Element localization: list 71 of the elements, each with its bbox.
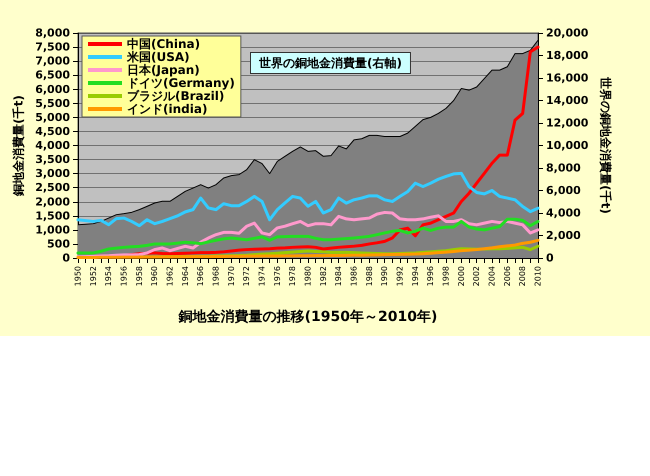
- x-tick-label: 1964: [180, 266, 190, 286]
- x-tick-label: 1998: [442, 266, 450, 286]
- x-axis-title: 銅地金消費量の推移(1950年～2010年): [178, 309, 438, 325]
- y-tick-label: 0: [62, 252, 70, 264]
- x-tick-label: 1960: [150, 266, 160, 286]
- x-tick-label: 2010: [534, 266, 542, 286]
- x-tick-label: 1958: [134, 266, 144, 286]
- y-tick-label: 6,500: [35, 68, 70, 82]
- y-tick-label: 4,500: [35, 124, 70, 138]
- y-axis-title: 銅地金消費量(千t): [11, 95, 26, 197]
- x-tick-label: 2002: [472, 266, 482, 286]
- y-tick-label: 6,000: [35, 82, 70, 96]
- y2-tick-label: 18,000: [546, 49, 589, 62]
- y2-tick-label: 12,000: [546, 116, 589, 130]
- x-tick-label: 1966: [196, 266, 206, 286]
- line-series: [76, 172, 540, 228]
- legend-label: 中国(China): [127, 37, 200, 51]
- y2-tick-label: 14,000: [546, 94, 589, 107]
- legend-label: ドイツ(Germany): [127, 76, 235, 90]
- y-tick-label: 5,000: [35, 110, 70, 124]
- legend-label: インド(india): [127, 102, 208, 116]
- y2-tick-label: 6,000: [546, 184, 582, 197]
- line-series: [76, 218, 540, 254]
- x-tick-label: 1970: [226, 266, 236, 286]
- y-tick-label: 3,000: [35, 167, 70, 180]
- x-tick-label: 1996: [426, 266, 436, 286]
- x-tick-label: 1994: [410, 266, 420, 286]
- x-tick-label: 1950: [74, 266, 82, 286]
- x-tick-label: 1980: [304, 266, 312, 286]
- legend-label: 日本(Japan): [127, 63, 200, 77]
- y2-tick-label: 4,000: [546, 206, 582, 220]
- x-tick-label: 1962: [166, 266, 174, 286]
- y-tick-label: 8,000: [35, 26, 70, 40]
- y-tick-label: 1,000: [35, 223, 70, 236]
- y-tick-label: 500: [47, 237, 70, 250]
- x-tick-label: 1986: [350, 266, 358, 286]
- x-tick-label: 1984: [334, 266, 344, 286]
- x-tick-label: 1968: [212, 266, 220, 286]
- y2-tick-label: 2,000: [546, 229, 582, 242]
- y-tick-label: 7,000: [35, 54, 70, 68]
- x-tick-label: 1992: [396, 266, 404, 286]
- x-tick-label: 1978: [288, 266, 298, 286]
- x-tick-label: 1990: [380, 266, 390, 286]
- legend-label: 米国(USA): [126, 50, 190, 64]
- y-tick-label: 5,500: [35, 96, 70, 110]
- y2-tick-label: 0: [546, 252, 554, 264]
- x-tick-label: 1972: [242, 266, 252, 286]
- y-tick-label: 3,500: [35, 153, 70, 166]
- y-tick-label: 4,000: [35, 139, 70, 152]
- y2-tick-label: 20,000: [546, 26, 589, 40]
- x-tick-label: 1982: [318, 266, 328, 286]
- x-tick-label: 2000: [456, 266, 466, 286]
- x-tick-label: 1954: [104, 266, 114, 286]
- y-tick-label: 7,500: [35, 40, 70, 54]
- y2-tick-label: 10,000: [546, 139, 589, 152]
- x-tick-label: 2006: [502, 266, 512, 286]
- y2-tick-label: 8,000: [546, 162, 582, 174]
- x-tick-label: 2004: [488, 266, 496, 286]
- y-tick-label: 1,500: [35, 209, 70, 222]
- y-tick-label: 2,500: [35, 181, 70, 194]
- legend-label: ブラジル(Brazil): [127, 89, 224, 103]
- y2-axis-title: 世界の銅地金消費量(千t): [598, 76, 612, 214]
- x-tick-label: 1974: [258, 266, 266, 286]
- x-tick-label: 1976: [272, 266, 282, 286]
- x-tick-label: 2008: [518, 266, 528, 286]
- x-tick-label: 1952: [88, 266, 98, 286]
- x-tick-label: 1988: [364, 266, 374, 286]
- x-tick-label: 1956: [120, 266, 128, 286]
- y2-tick-label: 16,000: [546, 72, 589, 84]
- y-tick-label: 2,000: [35, 195, 70, 208]
- annotation: 世界の銅地金消費量(右軸): [258, 56, 402, 70]
